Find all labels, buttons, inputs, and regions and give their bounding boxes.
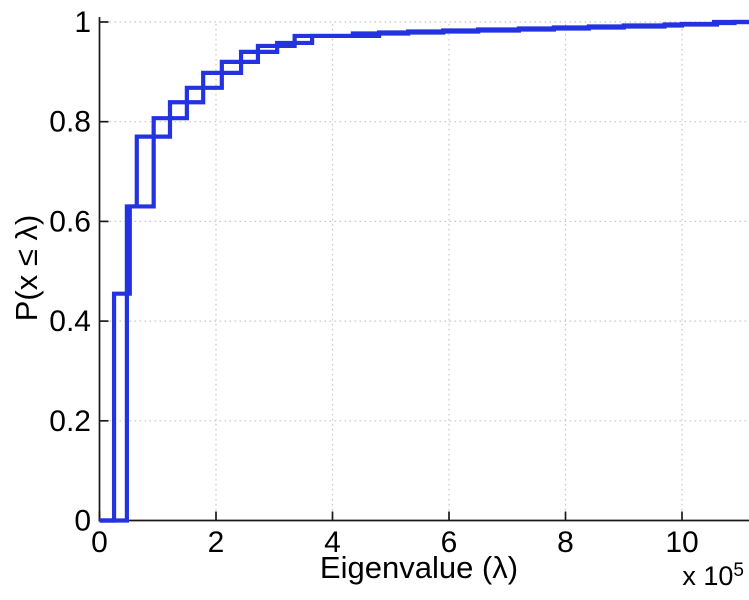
x-tick-label: 2 — [208, 526, 225, 559]
curve-layer — [99, 19, 749, 523]
y-tick-label: 1 — [74, 6, 91, 39]
x-axis-multiplier-label: x 105 — [640, 560, 744, 592]
y-axis-label: P(x ≤ λ) — [9, 214, 44, 322]
multiplier-exponent: 5 — [733, 560, 744, 581]
x-tick-label: 8 — [557, 526, 574, 559]
y-tick-label: 0.6 — [49, 205, 91, 238]
y-tick-label: 0.8 — [49, 106, 91, 139]
multiplier-base: x 10 — [682, 561, 734, 591]
y-tick-labels: 0 0.2 0.4 0.6 0.8 1 — [49, 6, 91, 538]
axes-layer — [98, 17, 749, 522]
x-tick-label: 0 — [91, 526, 108, 559]
y-tick-label: 0.4 — [49, 305, 91, 338]
x-tick-label: 6 — [441, 526, 458, 559]
grid-layer — [99, 21, 749, 521]
x-tick-label: 4 — [324, 526, 341, 559]
ecdf-curve-2 — [99, 19, 749, 523]
ecdf-curve-1 — [99, 19, 749, 523]
x-axis-label: Eigenvalue (λ) — [319, 550, 519, 585]
y-tick-label: 0 — [74, 505, 91, 538]
y-tick-label: 0.2 — [49, 405, 91, 438]
x-tick-label: 10 — [665, 526, 698, 559]
x-tick-labels: 0 2 4 6 8 10 — [91, 526, 699, 559]
